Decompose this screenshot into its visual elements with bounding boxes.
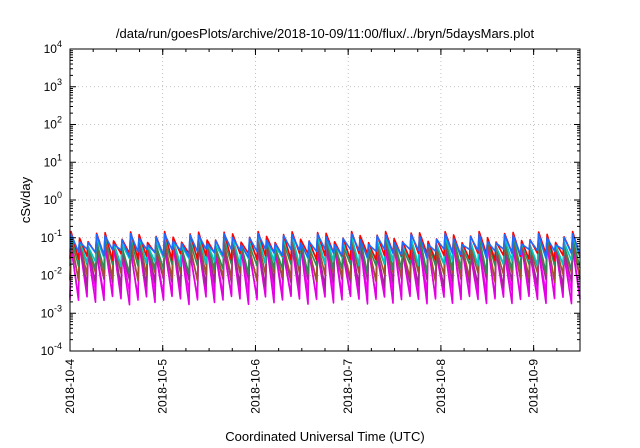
x-tick-label: 2018-10-9	[527, 359, 541, 414]
y-tick-label: 100	[44, 190, 62, 207]
x-tick-label: 2018-10-6	[248, 359, 262, 414]
series-layer	[69, 230, 581, 306]
y-tick-label: 103	[44, 77, 62, 94]
x-tick-label: 2018-10-7	[341, 359, 355, 414]
series-line	[69, 232, 581, 260]
x-tick-label: 2018-10-5	[156, 359, 170, 414]
y-tick-label: 102	[44, 115, 62, 132]
chart-title: /data/run/goesPlots/archive/2018-10-09/1…	[116, 26, 535, 41]
series-line	[69, 237, 581, 283]
grid	[70, 49, 580, 351]
y-tick-label: 10-3	[41, 303, 62, 320]
y-tick-label: 10-4	[41, 341, 62, 358]
series-line	[69, 243, 581, 306]
y-tick-label: 101	[44, 152, 62, 169]
x-tick-label: 2018-10-4	[63, 359, 77, 414]
y-tick-label: 10-2	[41, 266, 62, 283]
x-tick-label: 2018-10-8	[434, 359, 448, 414]
y-tick-label: 10-1	[41, 228, 62, 245]
y-axis-label: cSv/day	[18, 176, 33, 223]
x-axis-label: Coordinated Universal Time (UTC)	[225, 429, 424, 444]
y-tick-label: 104	[44, 39, 62, 56]
x-axis: 2018-10-4 2018-10-5 2018-10-6 2018-10-7 2018…	[63, 49, 581, 414]
